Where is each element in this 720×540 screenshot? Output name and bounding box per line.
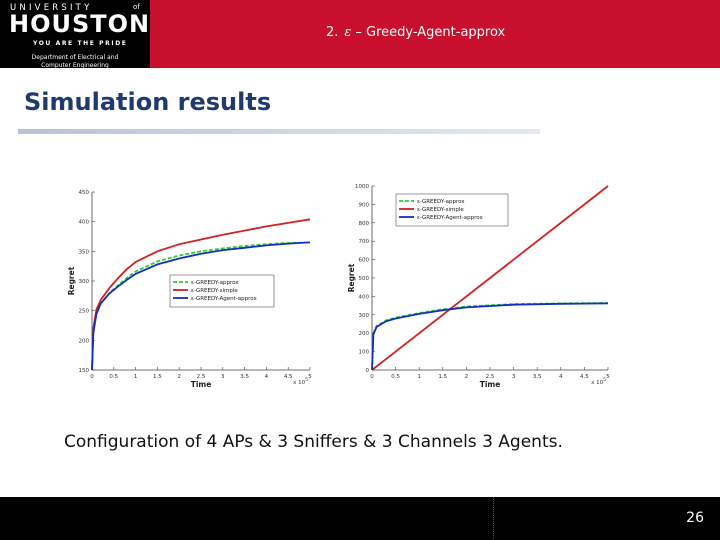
x-tick-label: 0.5 [391, 374, 400, 380]
y-axis-title: Regret [347, 263, 356, 292]
x-tick-label: 4.5 [580, 374, 589, 380]
series-line-greedy-agent-approx [371, 302, 609, 371]
x-tick-label: 3 [512, 374, 516, 380]
series-line-greedy-agent-approx [91, 241, 311, 371]
x-multiplier-label: x 105 [591, 377, 606, 386]
legend-box [169, 274, 275, 308]
x-tick-label: 3 [221, 374, 225, 380]
x-tick-label: 5 [606, 374, 610, 380]
y-tick-label: 200 [359, 331, 370, 337]
x-tick-label: 4 [559, 374, 563, 380]
epsilon-symbol: ε [344, 25, 352, 40]
x-tick-label: 4.5 [284, 374, 293, 380]
y-tick-label: 150 [79, 368, 90, 374]
x-tick-label: 2 [465, 374, 469, 380]
slide-title: Simulation results [24, 88, 272, 116]
x-tick-label: 1.5 [438, 374, 447, 380]
x-tick-label: 2.5 [197, 374, 206, 380]
x-tick-label: 0 [370, 374, 374, 380]
x-tick-label: 4 [265, 374, 269, 380]
y-tick-label: 800 [359, 221, 370, 227]
x-tick-label: 3.5 [533, 374, 542, 380]
y-tick-label: 500 [359, 276, 370, 282]
y-tick-label: 1000 [355, 184, 369, 190]
x-tick-label: 2.5 [486, 374, 495, 380]
x-tick-label: 1.5 [153, 374, 162, 380]
page-number: 26 [686, 510, 704, 526]
legend-label: ε-GREEDY-simple [417, 207, 464, 213]
legend-label: ε-GREEDY-Agent-approx [417, 215, 483, 221]
y-tick-label: 600 [359, 258, 370, 264]
x-tick-label: 3.5 [240, 374, 249, 380]
series-line-greedy-simple [91, 218, 311, 371]
legend-label: ε-GREEDY-approx [417, 199, 465, 205]
y-tick-label: 900 [359, 202, 370, 208]
y-tick-label: 400 [79, 220, 90, 226]
department-line-1: Department of Electrical and [31, 54, 119, 61]
x-tick-label: 0 [90, 374, 94, 380]
legend-label: ε-GREEDY-approx [191, 280, 239, 286]
footer-divider [493, 497, 496, 540]
y-tick-label: 250 [79, 309, 90, 315]
y-tick-label: 300 [79, 279, 90, 285]
header-bar: UNIVERSITY of HOUSTON YOU ARE THE PRIDE … [0, 0, 720, 69]
regret-chart-right: 0 0.5 1 1.5 2 2.5 3 3.5 4 4.5 5 0 100 200 300 400 500 600… [347, 184, 610, 389]
slide-caption: Configuration of 4 APs & 3 Sniffers & 3 … [64, 432, 563, 452]
department-line-2: Computer Engineering [41, 61, 109, 69]
y-tick-label: 100 [359, 350, 370, 356]
x-multiplier-exponent: 5 [603, 377, 606, 383]
x-axis-title: Time [191, 380, 212, 389]
y-tick-label: 0 [366, 368, 370, 374]
y-axis-title: Regret [67, 266, 76, 295]
header-number: 2. [326, 25, 339, 40]
x-tick-label: 1 [134, 374, 138, 380]
title-underline [18, 129, 540, 134]
x-multiplier-exponent: 5 [305, 377, 308, 383]
logo-university-text: UNIVERSITY [10, 3, 93, 13]
series-line-greedy-simple [371, 185, 609, 371]
x-multiplier-label: x 105 [293, 377, 308, 386]
x-tick-label: 1 [417, 374, 421, 380]
x-tick-label: 0.5 [109, 374, 118, 380]
legend-label: ε-GREEDY-Agent-approx [191, 296, 257, 302]
y-tick-label: 450 [79, 190, 90, 196]
header-title-text: – Greedy-Agent-approx [355, 25, 506, 40]
y-tick-label: 350 [79, 249, 90, 255]
x-tick-label: 2 [177, 374, 181, 380]
logo-tagline: YOU ARE THE PRIDE [33, 40, 128, 47]
legend-box [395, 193, 509, 227]
y-tick-label: 400 [359, 294, 370, 300]
logo-houston-text: HOUSTON [9, 10, 151, 38]
header-title: 2. ε – Greedy-Agent-approx [326, 25, 505, 40]
logo-of-text: of [133, 3, 140, 11]
legend-label: ε-GREEDY-simple [191, 288, 238, 294]
y-tick-label: 300 [359, 313, 370, 319]
footer-bar: 26 [0, 497, 720, 540]
x-axis-title: Time [480, 380, 501, 389]
y-tick-label: 700 [359, 239, 370, 245]
department-label: Department of Electrical and Computer En… [0, 54, 150, 69]
university-logo: UNIVERSITY of HOUSTON YOU ARE THE PRIDE [0, 0, 150, 68]
regret-chart-left: 0 0.5 1 1.5 2 2.5 3 3.5 4 4.5 5 150 200 250 300 350 400 4… [67, 190, 312, 389]
y-tick-label: 200 [79, 338, 90, 344]
x-tick-label: 5 [308, 374, 312, 380]
